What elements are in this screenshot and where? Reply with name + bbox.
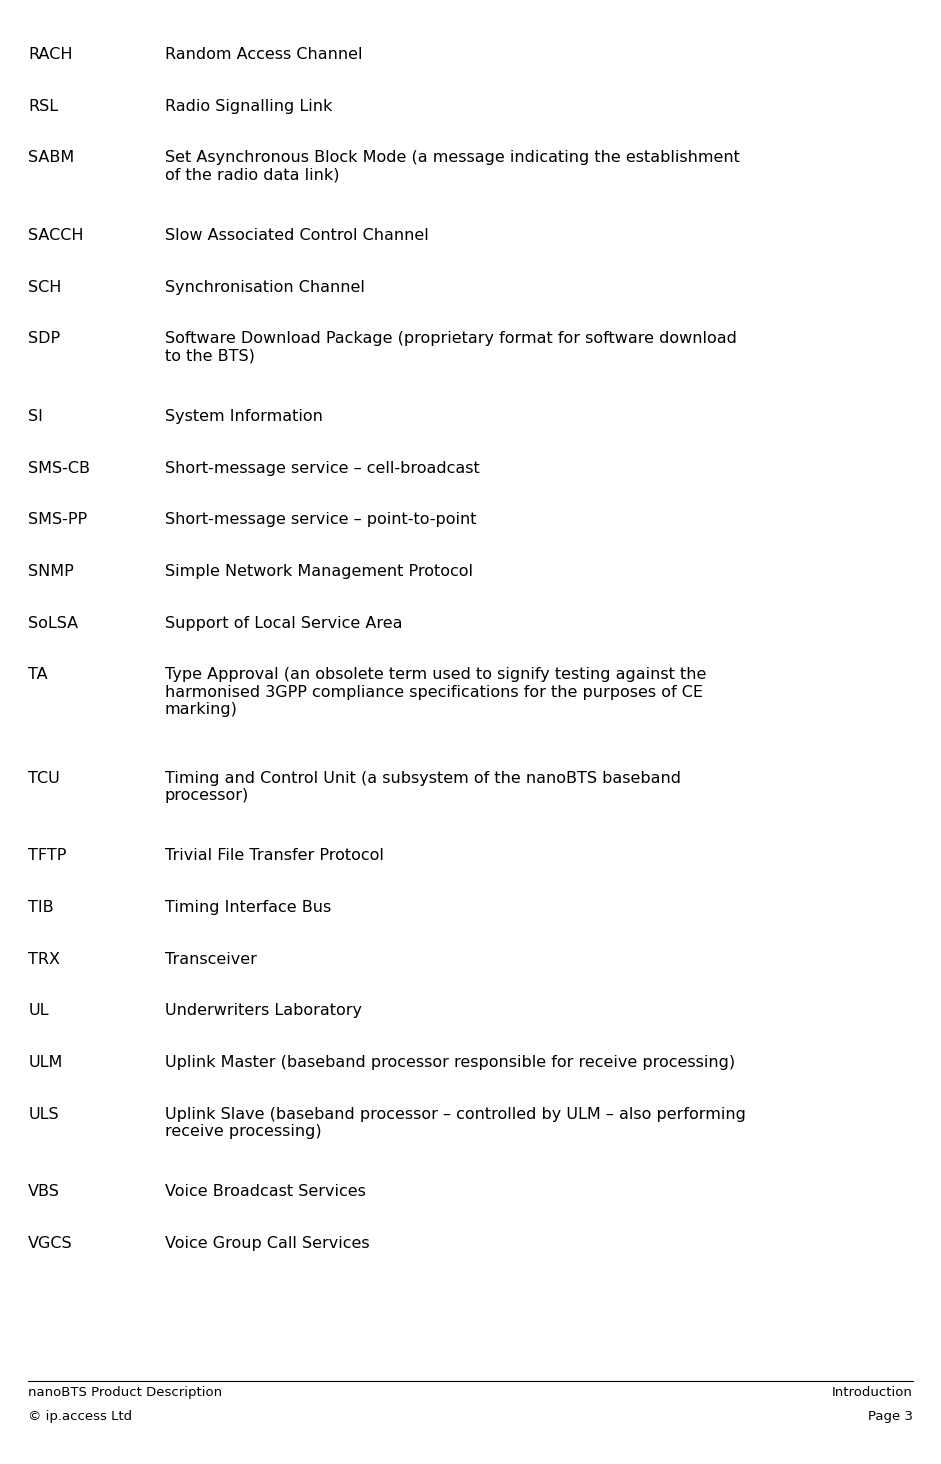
- Text: Short-message service – cell-broadcast: Short-message service – cell-broadcast: [165, 461, 479, 476]
- Text: SoLSA: SoLSA: [28, 616, 78, 631]
- Text: Timing Interface Bus: Timing Interface Bus: [165, 900, 331, 915]
- Text: Slow Associated Control Channel: Slow Associated Control Channel: [165, 228, 428, 243]
- Text: ULM: ULM: [28, 1056, 63, 1070]
- Text: Radio Signalling Link: Radio Signalling Link: [165, 98, 332, 114]
- Text: TFTP: TFTP: [28, 848, 67, 864]
- Text: © ip.access Ltd: © ip.access Ltd: [28, 1410, 133, 1423]
- Text: SACCH: SACCH: [28, 228, 84, 243]
- Text: Random Access Channel: Random Access Channel: [165, 47, 362, 61]
- Text: SCH: SCH: [28, 280, 61, 294]
- Text: SI: SI: [28, 408, 43, 423]
- Text: Software Download Package (proprietary format for software download
to the BTS): Software Download Package (proprietary f…: [165, 331, 737, 363]
- Text: Synchronisation Channel: Synchronisation Channel: [165, 280, 364, 294]
- Text: Transceiver: Transceiver: [165, 952, 257, 966]
- Text: Support of Local Service Area: Support of Local Service Area: [165, 616, 402, 631]
- Text: Voice Group Call Services: Voice Group Call Services: [165, 1236, 369, 1252]
- Text: RACH: RACH: [28, 47, 72, 61]
- Text: TCU: TCU: [28, 770, 60, 786]
- Text: SABM: SABM: [28, 151, 74, 165]
- Text: SNMP: SNMP: [28, 564, 74, 578]
- Text: Introduction: Introduction: [832, 1386, 913, 1400]
- Text: Underwriters Laboratory: Underwriters Laboratory: [165, 1003, 361, 1019]
- Text: Page 3: Page 3: [868, 1410, 913, 1423]
- Text: TRX: TRX: [28, 952, 60, 966]
- Text: Timing and Control Unit (a subsystem of the nanoBTS baseband
processor): Timing and Control Unit (a subsystem of …: [165, 770, 680, 804]
- Text: Short-message service – point-to-point: Short-message service – point-to-point: [165, 512, 476, 527]
- Text: Uplink Master (baseband processor responsible for receive processing): Uplink Master (baseband processor respon…: [165, 1056, 735, 1070]
- Text: Set Asynchronous Block Mode (a message indicating the establishment
of the radio: Set Asynchronous Block Mode (a message i…: [165, 151, 740, 183]
- Text: VBS: VBS: [28, 1184, 60, 1199]
- Text: SMS-PP: SMS-PP: [28, 512, 88, 527]
- Text: Type Approval (an obsolete term used to signify testing against the
harmonised 3: Type Approval (an obsolete term used to …: [165, 668, 706, 717]
- Text: TA: TA: [28, 668, 48, 682]
- Text: RSL: RSL: [28, 98, 58, 114]
- Text: nanoBTS Product Description: nanoBTS Product Description: [28, 1386, 222, 1400]
- Text: Simple Network Management Protocol: Simple Network Management Protocol: [165, 564, 472, 578]
- Text: Voice Broadcast Services: Voice Broadcast Services: [165, 1184, 365, 1199]
- Text: UL: UL: [28, 1003, 49, 1019]
- Text: Uplink Slave (baseband processor – controlled by ULM – also performing
receive p: Uplink Slave (baseband processor – contr…: [165, 1107, 745, 1139]
- Text: ULS: ULS: [28, 1107, 59, 1121]
- Text: SMS-CB: SMS-CB: [28, 461, 90, 476]
- Text: Trivial File Transfer Protocol: Trivial File Transfer Protocol: [165, 848, 384, 864]
- Text: System Information: System Information: [165, 408, 323, 423]
- Text: SDP: SDP: [28, 331, 60, 347]
- Text: VGCS: VGCS: [28, 1236, 72, 1252]
- Text: TIB: TIB: [28, 900, 54, 915]
